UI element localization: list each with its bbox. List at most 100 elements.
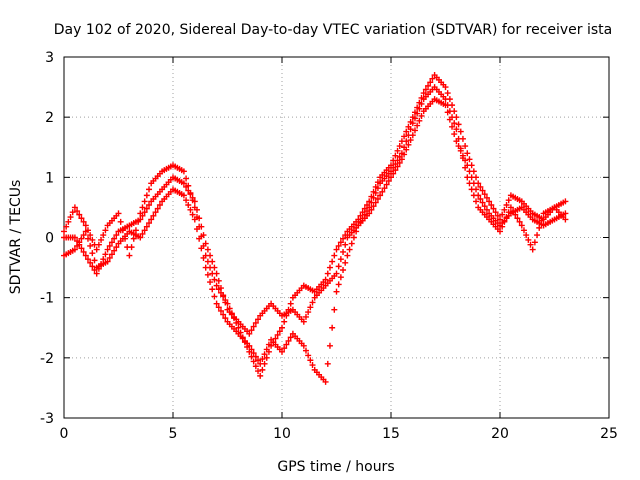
interpolated-point — [516, 218, 523, 225]
data-point — [235, 324, 242, 331]
axis-ticks: 0 5 10 15 20 25 -3 -2 -1 0 1 2 3 — [40, 50, 618, 442]
interpolated-point — [87, 259, 94, 266]
data-point — [529, 246, 536, 253]
interpolated-point — [473, 186, 480, 193]
interpolated-point — [108, 251, 115, 258]
interpolated-point — [368, 206, 375, 213]
interpolated-point — [337, 239, 344, 246]
interpolated-point — [80, 248, 87, 255]
interpolated-point — [307, 304, 314, 311]
data-point — [279, 324, 285, 331]
interpolated-point — [527, 241, 534, 248]
interpolated-point — [128, 244, 135, 251]
interpolated-point — [483, 206, 490, 213]
interpolated-point — [340, 248, 347, 255]
y-tick-label: 2 — [45, 110, 54, 126]
interpolated-point — [390, 170, 397, 177]
interpolated-point — [274, 331, 281, 338]
interpolated-point — [407, 126, 414, 133]
interpolated-point — [499, 211, 506, 218]
interpolated-point — [63, 223, 70, 230]
interpolated-point — [335, 242, 342, 249]
interpolated-point — [113, 244, 120, 251]
interpolated-point — [106, 254, 113, 261]
interpolated-point — [185, 202, 192, 209]
data-point — [71, 234, 78, 241]
interpolated-point — [152, 209, 159, 216]
interpolated-point — [100, 256, 107, 263]
interpolated-point — [523, 232, 530, 239]
x-tick-label: 0 — [60, 426, 69, 442]
interpolated-point — [416, 117, 423, 124]
interpolated-point — [477, 195, 484, 202]
interpolated-point — [102, 227, 109, 234]
y-tick-label: 1 — [45, 170, 54, 186]
series-track-b — [61, 84, 569, 385]
interpolated-point — [374, 195, 381, 202]
data-point — [180, 180, 187, 187]
data-point — [344, 252, 351, 259]
interpolated-point — [87, 232, 94, 239]
data-point — [279, 348, 285, 355]
data-point — [486, 198, 493, 205]
interpolated-point — [222, 299, 229, 306]
interpolated-point — [503, 202, 510, 209]
interpolated-point — [183, 197, 190, 204]
interpolated-point — [285, 337, 292, 344]
interpolated-point — [425, 82, 432, 89]
data-point — [82, 252, 89, 259]
data-point — [322, 378, 329, 385]
interpolated-point — [276, 328, 283, 335]
interpolated-point — [143, 192, 150, 199]
interpolated-point — [483, 194, 490, 201]
interpolated-point — [74, 238, 81, 245]
interpolated-point — [84, 235, 91, 242]
interpolated-point — [329, 258, 336, 265]
interpolated-point — [196, 235, 203, 242]
interpolated-point — [326, 264, 333, 271]
interpolated-point — [141, 198, 148, 205]
interpolated-point — [381, 185, 388, 192]
interpolated-point — [305, 309, 312, 316]
y-tick-label: -1 — [40, 291, 54, 307]
data-point — [137, 216, 144, 223]
interpolated-point — [207, 252, 214, 259]
interpolated-point — [189, 211, 196, 218]
data-point — [126, 252, 133, 259]
interpolated-point — [505, 197, 512, 204]
interpolated-point — [255, 368, 262, 375]
data-point — [497, 216, 503, 223]
interpolated-point — [78, 215, 85, 222]
interpolated-point — [183, 183, 190, 190]
interpolated-point — [67, 214, 74, 221]
interpolated-point — [209, 286, 216, 293]
interpolated-point — [494, 212, 501, 219]
y-tick-label: -3 — [40, 411, 54, 427]
interpolated-point — [117, 218, 124, 225]
interpolated-point — [259, 356, 266, 363]
interpolated-point — [370, 194, 377, 201]
interpolated-point — [457, 128, 464, 135]
interpolated-point — [346, 246, 353, 253]
interpolated-point — [248, 327, 255, 334]
interpolated-point — [211, 293, 218, 300]
interpolated-point — [403, 128, 410, 135]
interpolated-point — [457, 147, 464, 154]
data-point — [464, 162, 471, 169]
interpolated-point — [302, 313, 309, 320]
data-point — [71, 204, 78, 211]
interpolated-point — [466, 168, 473, 175]
x-axis-label: GPS time / hours — [277, 459, 394, 475]
data-point — [562, 210, 569, 217]
interpolated-point — [146, 202, 153, 209]
interpolated-point — [379, 188, 386, 195]
interpolated-point — [481, 203, 488, 210]
interpolated-point — [204, 271, 211, 278]
x-tick-label: 15 — [382, 426, 400, 442]
interpolated-point — [91, 266, 98, 273]
interpolated-point — [414, 122, 421, 129]
data-point — [333, 288, 340, 295]
interpolated-point — [255, 357, 262, 364]
interpolated-point — [250, 358, 257, 365]
interpolated-point — [374, 185, 381, 192]
